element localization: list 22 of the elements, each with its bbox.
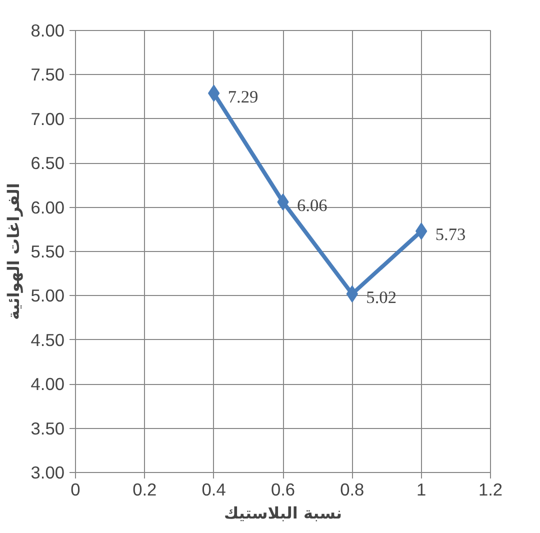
y-tick-label: 5.50 xyxy=(30,242,65,262)
x-tick-label: 1.2 xyxy=(478,480,503,500)
y-tick-label: 6.00 xyxy=(30,197,65,218)
x-tick-label: 0 xyxy=(70,480,80,500)
y-tick-label: 3.50 xyxy=(30,418,65,438)
x-tick-label: 0.6 xyxy=(270,480,296,500)
x-tick-label: 1 xyxy=(416,480,426,500)
y-tick-label: 7.50 xyxy=(30,64,65,85)
x-tick-label: 0.2 xyxy=(132,480,157,500)
x-tick-label: 0.4 xyxy=(202,480,226,500)
y-tick-label: 4.00 xyxy=(30,374,65,394)
y-tick-label: 7.00 xyxy=(30,108,65,129)
y-axis-title: الفراغات الهوائية xyxy=(4,183,23,320)
y-tick-label: 5.00 xyxy=(30,286,65,306)
x-tick-label: 0.8 xyxy=(340,480,364,500)
y-tick-label: 4.50 xyxy=(30,330,65,350)
y-tick-label: 8.00 xyxy=(30,20,65,40)
data-label: 7.29 xyxy=(228,87,258,106)
x-axis-title: نسبة البلاستيك xyxy=(224,504,342,522)
y-tick-label: 6.50 xyxy=(30,153,65,174)
data-label: 5.73 xyxy=(435,225,466,244)
y-tick-label: 3.00 xyxy=(30,462,65,482)
